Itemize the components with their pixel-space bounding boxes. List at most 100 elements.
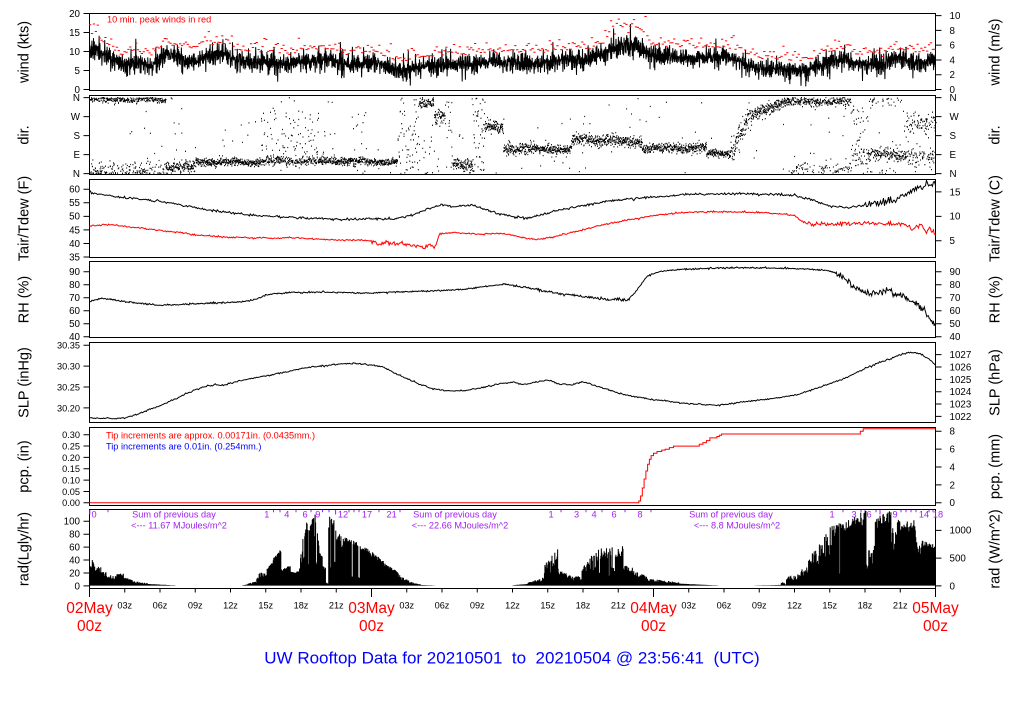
svg-text:0: 0: [75, 85, 81, 96]
svg-text:Sum of previous day: Sum of previous day: [689, 510, 773, 520]
svg-text:15z: 15z: [540, 601, 555, 611]
svg-text:dir.: dir.: [17, 125, 33, 144]
svg-text:8: 8: [637, 510, 642, 520]
svg-text:1000: 1000: [950, 526, 972, 537]
svg-text:RH (%): RH (%): [17, 276, 33, 324]
svg-text:12z: 12z: [223, 601, 238, 611]
svg-text:0.05: 0.05: [62, 487, 80, 497]
svg-text:00z: 00z: [77, 618, 102, 635]
svg-text:wind (kts): wind (kts): [17, 21, 33, 84]
svg-text:rad(Lgly/hr): rad(Lgly/hr): [17, 512, 33, 586]
svg-text:03z: 03z: [681, 601, 696, 611]
svg-text:6: 6: [950, 445, 956, 456]
svg-text:N: N: [950, 93, 957, 104]
svg-text:80: 80: [950, 280, 961, 291]
svg-text:15: 15: [69, 28, 80, 39]
svg-text:0: 0: [75, 581, 81, 592]
svg-text:pcp. (in): pcp. (in): [17, 440, 33, 492]
svg-text:06z: 06z: [153, 601, 168, 611]
svg-text:100: 100: [64, 517, 81, 528]
svg-text:03z: 03z: [399, 601, 414, 611]
svg-text:2: 2: [950, 480, 955, 491]
svg-text:0.25: 0.25: [62, 441, 80, 451]
svg-text:E: E: [73, 150, 80, 161]
svg-text:9: 9: [892, 510, 897, 520]
svg-text:55: 55: [69, 198, 80, 209]
svg-text:04May: 04May: [630, 600, 677, 617]
svg-text:6: 6: [302, 510, 307, 520]
svg-text:0.15: 0.15: [62, 464, 80, 474]
svg-text:1: 1: [264, 510, 269, 520]
svg-text:10: 10: [950, 11, 961, 22]
svg-text:18z: 18z: [576, 601, 591, 611]
svg-text:00z: 00z: [923, 618, 948, 635]
svg-text:6: 6: [950, 41, 956, 52]
svg-text:4: 4: [950, 55, 956, 66]
svg-text:0: 0: [950, 581, 956, 592]
svg-text:0.00: 0.00: [62, 498, 80, 508]
svg-text:rad (W/m^2): rad (W/m^2): [988, 509, 1004, 588]
svg-text:5: 5: [75, 66, 81, 77]
svg-text:50: 50: [69, 212, 80, 223]
svg-text:6: 6: [611, 510, 616, 520]
svg-text:SLP (hPa): SLP (hPa): [988, 349, 1004, 416]
svg-text:12z: 12z: [505, 601, 520, 611]
svg-text:18: 18: [933, 510, 943, 520]
svg-text:N: N: [950, 169, 957, 180]
svg-text:0: 0: [950, 498, 956, 509]
svg-text:90: 90: [950, 267, 961, 278]
svg-text:80: 80: [69, 530, 80, 541]
svg-text:wind (m/s): wind (m/s): [988, 19, 1004, 87]
svg-text:18z: 18z: [858, 601, 873, 611]
svg-text:8: 8: [950, 26, 956, 37]
svg-text:1: 1: [829, 510, 834, 520]
svg-text:0: 0: [91, 510, 96, 520]
svg-text:35: 35: [69, 252, 80, 263]
svg-text:21z: 21z: [611, 601, 626, 611]
svg-text:90: 90: [69, 267, 80, 278]
svg-text:1: 1: [548, 510, 553, 520]
svg-text:Tair/Tdew (F): Tair/Tdew (F): [17, 176, 33, 261]
svg-text:Sum of previous day: Sum of previous day: [413, 510, 497, 520]
svg-text:50: 50: [69, 319, 80, 330]
svg-text:30.30: 30.30: [57, 362, 80, 372]
svg-text:6: 6: [866, 510, 871, 520]
svg-text:S: S: [950, 131, 957, 142]
svg-text:09z: 09z: [188, 601, 203, 611]
svg-text:70: 70: [69, 293, 80, 304]
svg-text:1022: 1022: [950, 412, 972, 423]
svg-text:40: 40: [69, 332, 80, 343]
svg-text:SLP (inHg): SLP (inHg): [17, 347, 33, 418]
svg-text:60: 60: [69, 185, 80, 196]
svg-text:W: W: [950, 112, 960, 123]
svg-text:4: 4: [950, 462, 956, 473]
svg-text:15z: 15z: [258, 601, 273, 611]
svg-text:40: 40: [69, 239, 80, 250]
svg-text:00z: 00z: [359, 618, 384, 635]
svg-text:30.20: 30.20: [57, 403, 80, 413]
svg-text:3: 3: [574, 510, 579, 520]
svg-text:03z: 03z: [117, 601, 132, 611]
svg-text:8: 8: [950, 427, 956, 438]
svg-text:UW Rooftop Data for 20210501: UW Rooftop Data for 20210501 to 20210504…: [264, 649, 759, 668]
svg-text:70: 70: [950, 293, 961, 304]
svg-text:1024: 1024: [950, 387, 972, 398]
svg-text:5: 5: [950, 236, 956, 247]
svg-text:1025: 1025: [950, 375, 972, 386]
svg-text:06z: 06z: [717, 601, 732, 611]
svg-text:Tip increments are 0.01in. (0.: Tip increments are 0.01in. (0.254mm.): [106, 442, 261, 452]
svg-text:pcp. (mm): pcp. (mm): [988, 434, 1004, 499]
svg-text:50: 50: [950, 319, 961, 330]
svg-text:30.35: 30.35: [57, 341, 80, 351]
svg-text:02May: 02May: [66, 600, 113, 617]
svg-text:10: 10: [69, 47, 80, 58]
svg-text:E: E: [950, 150, 957, 161]
svg-text:4: 4: [591, 510, 596, 520]
svg-text:RH (%): RH (%): [988, 276, 1004, 324]
svg-text:40: 40: [69, 555, 80, 566]
svg-text:Tair/Tdew (C): Tair/Tdew (C): [988, 175, 1004, 262]
svg-text:06z: 06z: [435, 601, 450, 611]
svg-text:1023: 1023: [950, 399, 972, 410]
svg-text:Sum of previous day: Sum of previous day: [132, 510, 216, 520]
svg-text:30.25: 30.25: [57, 382, 80, 392]
